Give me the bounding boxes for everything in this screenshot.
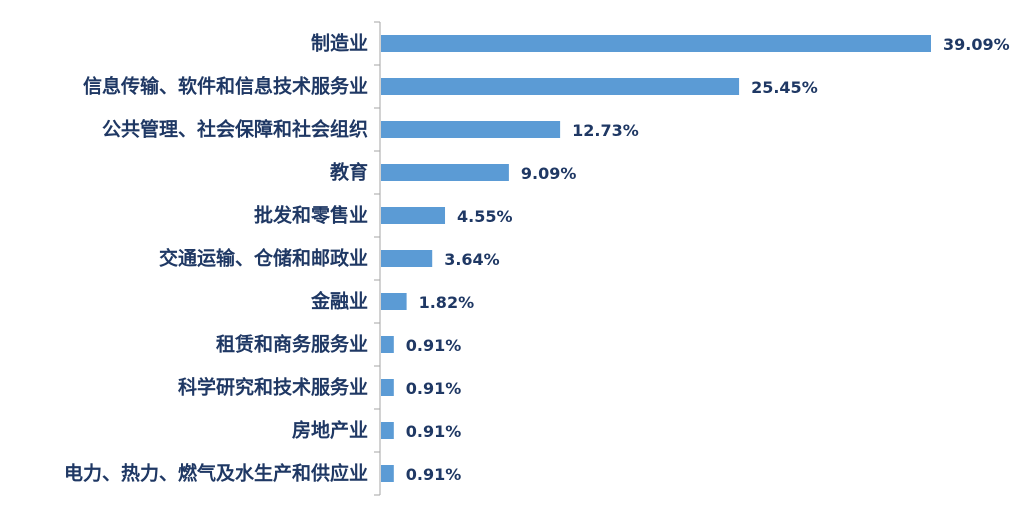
category-label: 科学研究和技术服务业 xyxy=(178,376,368,399)
category-label: 租赁和商务服务业 xyxy=(216,333,368,356)
bars-layer xyxy=(381,35,931,482)
bar xyxy=(381,336,394,353)
bar xyxy=(381,35,931,52)
data-label: 9.09% xyxy=(521,164,577,183)
bar xyxy=(381,78,740,95)
data-label: 3.64% xyxy=(444,250,500,269)
bar xyxy=(381,422,394,439)
bar xyxy=(381,250,433,267)
category-label: 教育 xyxy=(330,161,368,184)
category-label: 交通运输、仓储和邮政业 xyxy=(159,247,368,270)
category-label: 电力、热力、燃气及水生产和供应业 xyxy=(64,462,368,485)
category-label: 公共管理、社会保障和社会组织 xyxy=(102,118,368,141)
data-label: 0.91% xyxy=(406,336,462,355)
data-label: 0.91% xyxy=(406,379,462,398)
data-label: 25.45% xyxy=(751,78,818,97)
axis-layer xyxy=(374,21,381,496)
category-label: 金融业 xyxy=(310,290,368,313)
bar xyxy=(381,207,446,224)
category-label: 批发和零售业 xyxy=(254,204,368,227)
bar xyxy=(381,121,561,138)
data-label: 1.82% xyxy=(419,293,475,312)
bar xyxy=(381,164,509,181)
data-label: 0.91% xyxy=(406,422,462,441)
bar xyxy=(381,465,394,482)
category-label: 信息传输、软件和信息技术服务业 xyxy=(83,75,368,98)
category-label: 房地产业 xyxy=(292,419,368,442)
labels-layer: 制造业 39.09% 信息传输、软件和信息技术服务业 25.45% 公共管理、社会保障和… xyxy=(64,32,1010,485)
data-label: 39.09% xyxy=(943,35,1010,54)
category-label: 制造业 xyxy=(311,32,368,55)
data-label: 12.73% xyxy=(572,121,639,140)
bar xyxy=(381,379,394,396)
bar xyxy=(381,293,407,310)
data-label: 0.91% xyxy=(406,465,462,484)
data-label: 4.55% xyxy=(457,207,513,226)
